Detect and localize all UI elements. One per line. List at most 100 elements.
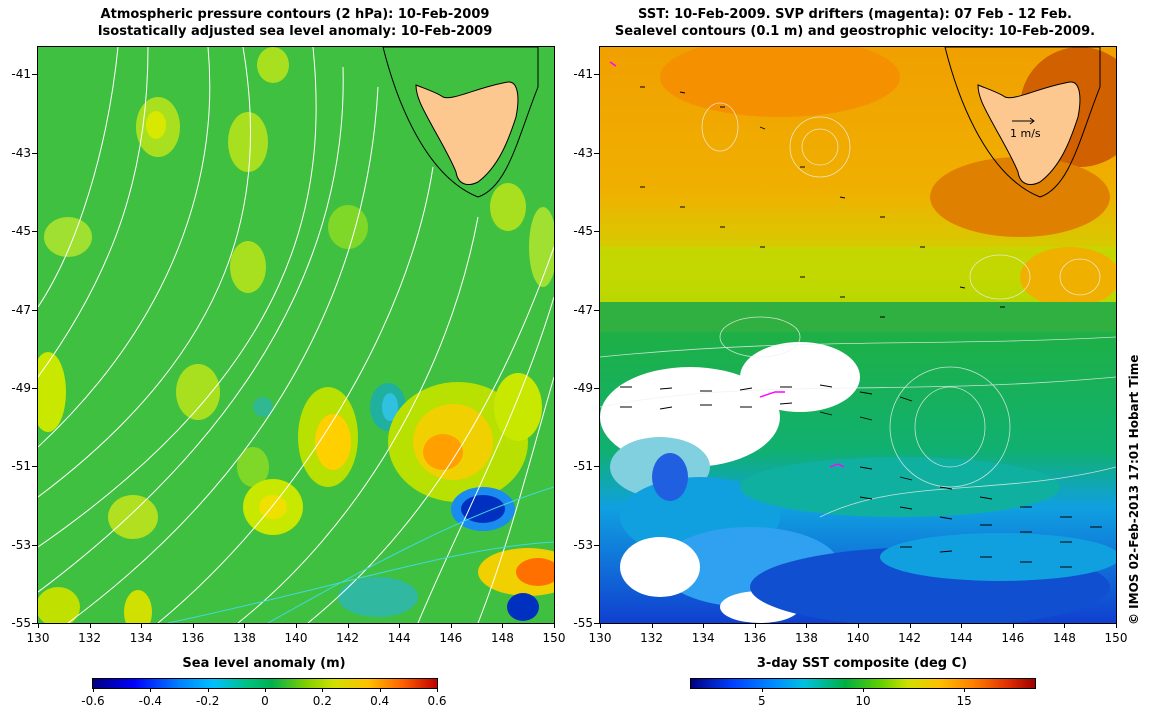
colorbar-tick-label: -0.6 <box>81 694 105 708</box>
left-x-tick-label: 150 <box>542 631 566 645</box>
credit-text: © IMOS 02-Feb-2013 17:01 Hobart Time <box>1127 354 1141 625</box>
left-x-tick-label: 142 <box>336 631 360 645</box>
sla-map-canvas <box>38 47 554 623</box>
right-y-tick-label: -51 <box>573 459 593 474</box>
tasmania-land-sst <box>944 47 1101 198</box>
right-x-tick-label: 134 <box>691 631 715 645</box>
tasmania-land <box>382 47 539 198</box>
right-x-tick-mark <box>600 623 601 628</box>
colorbar-tick-mark <box>265 688 266 692</box>
left-y-tick-label: -53 <box>11 537 31 552</box>
right-x-tick-label: 140 <box>846 631 870 645</box>
right-y-tick-mark <box>594 152 599 154</box>
right-x-tick-label: 136 <box>743 631 767 645</box>
left-x-tick-mark <box>141 623 143 628</box>
left-y-tick-mark <box>32 309 37 311</box>
left-x-tick-mark <box>554 623 555 628</box>
left-x-tick-label: 136 <box>181 631 205 645</box>
colorbar-tick-mark <box>964 688 966 692</box>
right-y-tick-mark <box>594 623 599 624</box>
svp-drifter-tracks <box>609 61 845 468</box>
right-y-tick-mark <box>594 466 599 468</box>
left-y-tick-label: -45 <box>11 224 31 239</box>
sealevel-contours <box>600 102 1116 518</box>
colorbar-tick-label: -0.4 <box>138 694 163 708</box>
right-x-tick-label: 150 <box>1104 631 1128 645</box>
right-x-tick-mark <box>909 623 911 628</box>
colorbar-tick-label: 0.4 <box>370 694 390 708</box>
left-title-line2: Isostatically adjusted sea level anomaly… <box>97 24 493 39</box>
right-y-tick-mark <box>594 387 599 389</box>
colorbar-tick-mark <box>863 688 864 692</box>
colorbar-tick-label: 15 <box>956 694 972 708</box>
left-y-tick-mark <box>32 152 37 154</box>
right-x-tick-label: 146 <box>1001 631 1025 645</box>
right-y-tick-label: -47 <box>573 302 593 317</box>
right-x-tick-label: 130 <box>588 631 612 645</box>
left-y-tick-mark <box>32 387 37 389</box>
right-title-line1: SST: 10-Feb-2009. SVP drifters (magenta)… <box>638 7 1072 22</box>
right-y-tick-mark <box>594 544 599 546</box>
colorbar-tick-label: 10 <box>855 694 871 708</box>
right-y-tick-label: -49 <box>573 380 593 395</box>
left-x-tick-label: 148 <box>490 631 514 645</box>
right-x-tick-label: 138 <box>794 631 818 645</box>
right-x-tick-label: 132 <box>640 631 664 645</box>
left-y-tick-label: -43 <box>11 145 31 160</box>
colorbar-tick-mark <box>93 688 94 692</box>
left-x-tick-mark <box>192 623 194 628</box>
left-x-tick-label: 138 <box>232 631 256 645</box>
left-y-tick-mark <box>32 623 37 624</box>
left-x-tick-mark <box>38 623 39 628</box>
velocity-scale-label: 1 m/s <box>1010 127 1041 140</box>
velocity-scale-arrow <box>1012 117 1035 125</box>
right-map-title: SST: 10-Feb-2009. SVP drifters (magenta)… <box>590 6 1120 40</box>
colorbar-tick-mark <box>437 688 438 692</box>
sst-colorbar-label: 3-day SST composite (deg C) <box>756 656 968 671</box>
left-y-tick-mark <box>32 544 37 546</box>
sla-colorbar-label: Sea level anomaly (m) <box>182 656 346 671</box>
left-x-tick-label: 146 <box>439 631 463 645</box>
right-y-tick-mark <box>594 74 599 76</box>
left-x-tick-label: 144 <box>387 631 411 645</box>
left-y-tick-label: -49 <box>11 380 31 395</box>
right-x-tick-mark <box>703 623 705 628</box>
right-y-tick-label: -53 <box>573 537 593 552</box>
left-title-line1: Atmospheric pressure contours (2 hPa): 1… <box>100 7 490 22</box>
left-x-tick-label: 134 <box>129 631 153 645</box>
right-x-tick-mark <box>1116 623 1117 628</box>
right-x-tick-mark <box>1012 623 1014 628</box>
right-x-tick-mark <box>1064 623 1066 628</box>
colorbar-tick-mark <box>379 688 381 692</box>
colorbar-tick-mark <box>761 688 763 692</box>
left-y-tick-mark <box>32 231 37 233</box>
right-y-tick-mark <box>594 309 599 311</box>
left-x-tick-mark <box>502 623 504 628</box>
geostrophic-velocity-arrows <box>620 86 1102 568</box>
sea-level-anomaly-map <box>37 46 555 624</box>
colorbar-tick-mark <box>150 688 152 692</box>
left-y-tick-label: -41 <box>11 67 31 82</box>
left-x-tick-mark <box>244 623 246 628</box>
left-x-tick-mark <box>450 623 452 628</box>
sst-map: 1 m/s <box>599 46 1117 624</box>
right-x-tick-mark <box>651 623 653 628</box>
right-x-tick-mark <box>961 623 963 628</box>
left-x-tick-mark <box>347 623 349 628</box>
left-x-tick-mark <box>296 623 297 628</box>
right-x-tick-mark <box>754 623 756 628</box>
colorbar-tick-label: 0.2 <box>312 694 332 708</box>
left-x-tick-label: 140 <box>284 631 308 645</box>
left-x-tick-mark <box>89 623 91 628</box>
right-x-tick-label: 148 <box>1052 631 1076 645</box>
left-y-tick-label: -51 <box>11 459 31 474</box>
left-y-tick-label: -47 <box>11 302 31 317</box>
right-y-tick-mark <box>594 231 599 233</box>
right-y-tick-label: -45 <box>573 224 593 239</box>
colorbar-tick-mark <box>322 688 324 692</box>
colorbar-tick-label: 5 <box>757 694 766 708</box>
right-x-tick-label: 142 <box>898 631 922 645</box>
right-y-tick-label: -43 <box>573 145 593 160</box>
pressure-contours <box>38 47 554 623</box>
right-title-line2: Sealevel contours (0.1 m) and geostrophi… <box>614 24 1096 39</box>
